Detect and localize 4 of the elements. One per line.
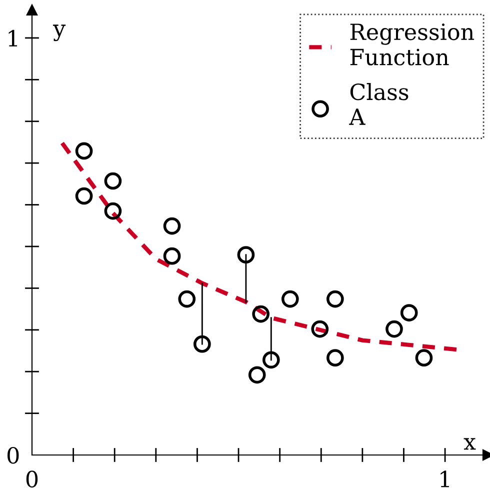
legend-label: Class A [349, 83, 408, 125]
y-axis-title: y [53, 24, 66, 42]
x-axis-title: x [464, 438, 476, 450]
legend-label: Regression Function [350, 24, 474, 66]
